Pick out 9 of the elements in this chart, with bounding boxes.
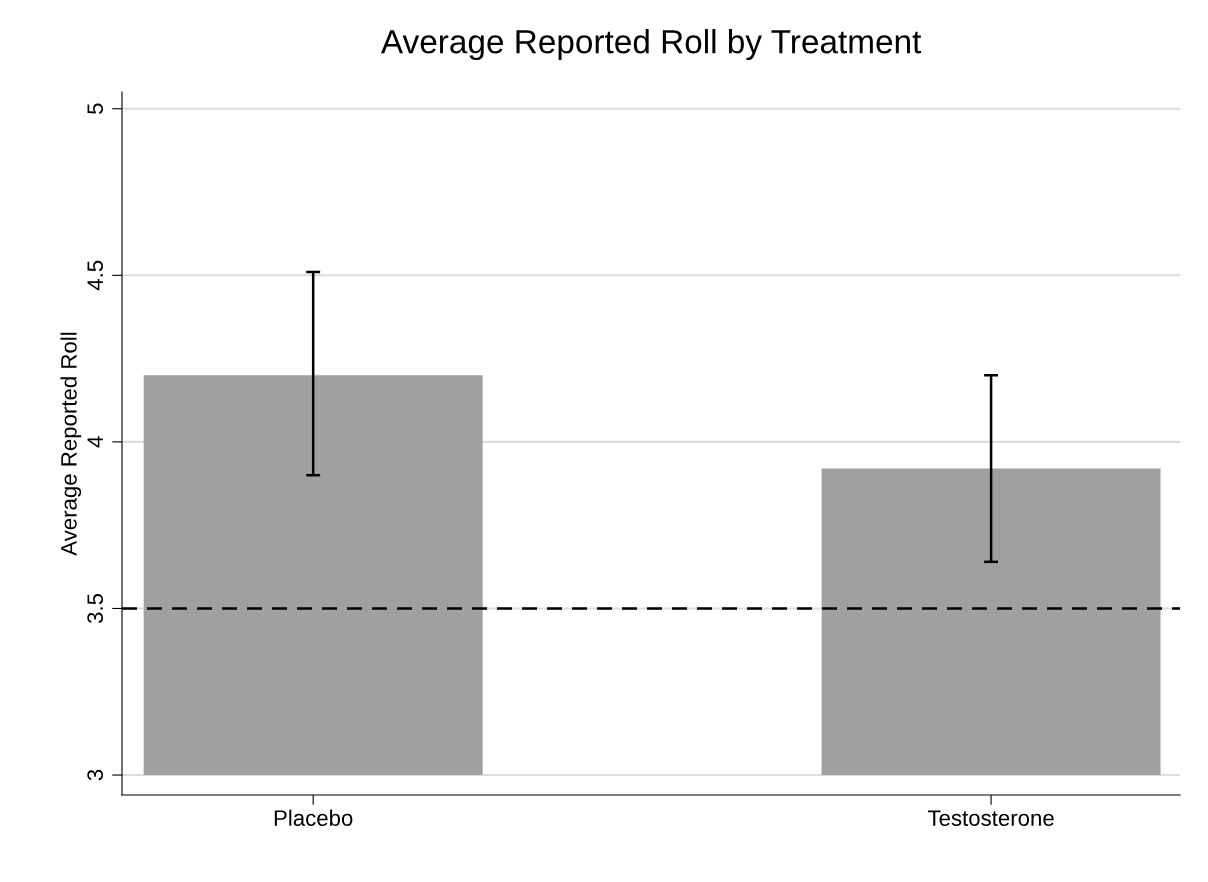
x-tick-label: Testosterone xyxy=(927,810,1054,826)
y-tick-label: 5 xyxy=(87,103,104,115)
y-tick-label: 3 xyxy=(87,769,104,781)
y-axis-title: Average Reported Roll xyxy=(60,332,82,556)
y-tick-label: 4.5 xyxy=(87,260,104,291)
chart-title: Average Reported Roll by Treatment xyxy=(380,29,922,61)
x-tick-label: Placebo xyxy=(274,809,353,826)
y-tick-label: 4 xyxy=(87,436,103,448)
y-tick-label: 3.5 xyxy=(87,593,104,624)
